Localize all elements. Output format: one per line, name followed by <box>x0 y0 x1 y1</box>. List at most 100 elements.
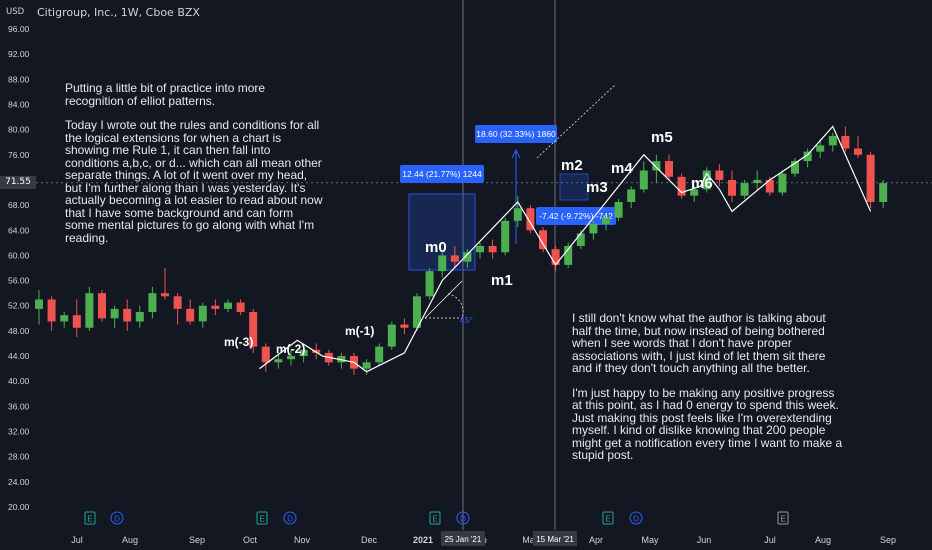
candle-body <box>375 346 384 363</box>
candle-body <box>337 356 346 363</box>
time-tick-label: Mar <box>522 535 538 545</box>
candle-body <box>501 220 510 253</box>
candle-body <box>614 201 623 218</box>
event-marker-letter: E <box>87 515 92 524</box>
measure-tag-text: 18.60 (32.33%) 1860 <box>476 129 556 139</box>
wave-label: m6 <box>691 175 713 192</box>
candle-body <box>639 170 648 190</box>
measure-tag-text: -7.42 (-9.72%) -742 <box>539 211 613 221</box>
price-tick-label: 36.00 <box>8 401 30 411</box>
dividend-marker <box>629 511 643 525</box>
symbol-title[interactable]: Citigroup, Inc., 1W, Cboe BZX <box>37 6 200 19</box>
crosshair-date-label: 15 Mar '21 <box>536 535 574 544</box>
measure-tag-text: 12.44 (21.77%) 1244 <box>402 169 482 179</box>
candle-body <box>702 170 711 190</box>
candle-body <box>72 315 81 328</box>
candle-body <box>85 293 94 328</box>
price-tick-label: 68.00 <box>8 200 30 210</box>
price-tick-label: 52.00 <box>8 301 30 311</box>
wave-label: m3 <box>586 179 608 196</box>
candle-body <box>841 135 850 149</box>
candle-body <box>224 302 232 309</box>
candle-body <box>564 245 573 265</box>
candle-body <box>123 308 132 322</box>
candle-body <box>98 293 106 319</box>
wave-label: m2 <box>561 157 583 174</box>
candle-body <box>879 183 888 202</box>
price-tick-label: 64.00 <box>8 225 30 235</box>
price-tick-label: 32.00 <box>8 427 30 437</box>
candle-body <box>450 255 459 262</box>
wave-label: m(-2) <box>276 342 305 356</box>
time-tick-label: Aug <box>815 535 831 545</box>
measure-arrowhead <box>511 148 521 159</box>
candle-body <box>740 183 749 196</box>
event-marker-letter: E <box>432 515 437 524</box>
candle-body <box>274 359 283 363</box>
time-tick-label: Jul <box>764 535 776 545</box>
candle-body <box>198 305 207 322</box>
event-marker-letter: D <box>114 515 120 524</box>
time-tick-label: Oct <box>243 535 258 545</box>
dividend-marker <box>110 511 124 525</box>
candle-body <box>476 245 484 253</box>
angle-ray <box>424 280 463 319</box>
candle-body <box>438 255 447 272</box>
candle-body <box>652 161 661 171</box>
candles[interactable] <box>35 126 888 375</box>
candle-body <box>425 271 434 297</box>
price-tick-label: 24.00 <box>8 477 30 487</box>
time-tick-label: Aug <box>122 535 138 545</box>
candle-body <box>513 208 522 221</box>
event-marker-letter: E <box>780 515 785 524</box>
trend-extension <box>536 84 616 159</box>
event-marker-letter: D <box>633 515 639 524</box>
dividend-marker <box>456 511 470 525</box>
angle-arc <box>447 293 464 319</box>
candle-body <box>362 362 371 369</box>
price-tick-label: 48.00 <box>8 326 30 336</box>
wave-label: m5 <box>651 129 673 146</box>
time-tick-label: May <box>641 535 659 545</box>
measure-drawings[interactable]: 12.44 (21.77%) 1244 18.60 (32.33%) 1860 -7… <box>400 84 616 325</box>
event-marker-letter: D <box>287 515 293 524</box>
candle-body <box>715 170 724 180</box>
candle-body <box>778 173 787 193</box>
candle-body <box>576 233 585 246</box>
time-tick-label: Jul <box>71 535 83 545</box>
note-left-p2: Today I wrote out the rules and conditio… <box>65 118 323 245</box>
price-tick-label: 60.00 <box>8 250 30 260</box>
candle-body <box>728 179 736 196</box>
wave-label: m1 <box>491 272 513 289</box>
angle-label: 45° <box>460 315 473 325</box>
earnings-marker <box>602 511 614 525</box>
price-tick-label: 20.00 <box>8 502 30 512</box>
candle-body <box>539 230 547 250</box>
time-tick-label: Jun <box>697 535 712 545</box>
candle-body <box>803 151 812 162</box>
time-tick-label: 2021 <box>413 535 433 545</box>
wave-label: m0 <box>425 239 447 256</box>
time-tick-label: Apr <box>589 535 603 545</box>
price-tick-label: 80.00 <box>8 125 30 135</box>
time-tick-label: Nov <box>294 535 311 545</box>
candle-body <box>299 349 308 357</box>
candle-body <box>765 179 774 193</box>
wave-label: m(-1) <box>345 324 374 338</box>
candle-body <box>551 249 560 265</box>
candle-body <box>413 296 421 328</box>
price-tick-label: 84.00 <box>8 99 30 109</box>
candle-body <box>60 315 69 322</box>
measure-tag <box>536 207 616 225</box>
price-axis[interactable]: 96.0092.0088.0084.0080.0076.0072.0068.00… <box>8 24 30 512</box>
measure-box-m3 <box>559 173 589 201</box>
candle-body <box>690 189 699 196</box>
wave-label: m(-3) <box>224 335 253 349</box>
earnings-marker <box>777 511 789 525</box>
candle-body <box>828 135 837 146</box>
elliott-wave-lines[interactable] <box>259 125 872 373</box>
candle-body <box>816 145 825 152</box>
event-marker-letter: E <box>259 515 264 524</box>
